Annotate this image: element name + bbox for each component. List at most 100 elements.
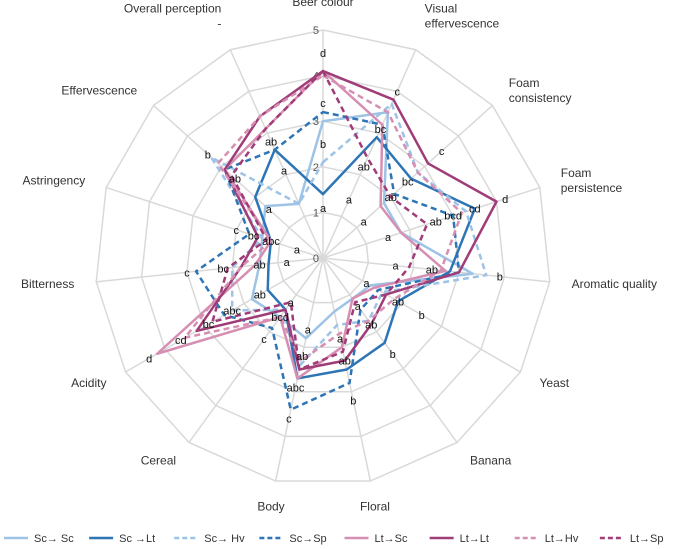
tick-label: 1 <box>313 207 319 219</box>
significance-letter: bc <box>248 230 260 242</box>
significance-letter: c <box>234 225 240 237</box>
tick-label: 5 <box>313 25 319 37</box>
legend: Sc→ Sc Sc →Lt Sc→ Hv Sc→Sp Lt→Sc Lt→Lt Lt→Hv Lt… <box>4 533 664 545</box>
axis-label-line: Yeast <box>540 376 570 390</box>
significance-letter: c <box>439 146 445 158</box>
significance-letter: b <box>419 310 425 322</box>
significance-letter: bc <box>217 263 229 275</box>
grid-spoke <box>322 104 493 259</box>
significance-letter: abc <box>287 382 305 394</box>
significance-letter: ab <box>229 174 241 186</box>
grid-spoke <box>105 186 324 259</box>
grid-ring <box>95 29 551 482</box>
axis-label-line: Floral <box>360 500 390 514</box>
axis-label: Cereal <box>141 453 176 467</box>
axis-label: Floral <box>360 500 390 514</box>
axis-label-line: Banana <box>470 453 512 467</box>
significance-letter: b <box>390 349 396 361</box>
significance-letter: a <box>305 324 312 336</box>
significance-letter: c <box>320 98 326 110</box>
grid-spoke <box>188 257 324 443</box>
series-line <box>211 69 429 371</box>
legend-label: Lt→Lt <box>460 533 489 545</box>
axis-label: Overall perception - <box>124 2 221 31</box>
series-line <box>195 69 498 371</box>
axis-label-line: persistence <box>561 181 623 195</box>
axis-label-line: Astringency <box>23 174 86 188</box>
significance-letter: abc <box>262 236 280 248</box>
significance-letter: ab <box>253 260 265 272</box>
axis-label: Aromatic quality <box>572 277 657 291</box>
grid-spoke <box>153 104 324 259</box>
tick-label: 3 <box>313 116 319 128</box>
axis-label: Bitterness <box>21 277 74 291</box>
axis-label-line: Aromatic quality <box>572 277 657 291</box>
significance-letter: c <box>394 86 400 98</box>
significance-letter: d <box>502 194 508 206</box>
axis-label: Banana <box>470 453 512 467</box>
significance-letter: ab <box>385 192 397 204</box>
axis-label-line: consistency <box>509 91 572 105</box>
axis-label: Visual effervescence <box>425 2 500 31</box>
grid-spoke <box>322 257 458 443</box>
significance-letter: c <box>286 414 292 426</box>
grid-spoke <box>322 257 521 373</box>
series-line <box>209 102 488 367</box>
axis-label-line: Body <box>257 500 284 514</box>
legend-label: Sc→ Sc <box>34 533 74 545</box>
axis-label-line: Visual <box>425 2 457 16</box>
significance-letter: ab <box>365 319 377 331</box>
significance-letter: a <box>363 278 370 290</box>
series-line <box>253 135 477 380</box>
significance-letter: abc <box>223 305 241 317</box>
series-line <box>183 74 464 362</box>
axis-label-line: Foam <box>561 166 592 180</box>
axis-label-line: Cereal <box>141 453 176 467</box>
legend-label: Lt→Hv <box>545 533 579 545</box>
axis-label: Acidity <box>71 376 106 390</box>
significance-letter: d <box>146 353 152 365</box>
tick-label: 0 <box>313 253 319 265</box>
axis-label-line: effervescence <box>425 17 500 31</box>
significance-letter: ab <box>430 216 442 228</box>
axis-label-line: Acidity <box>71 376 106 390</box>
significance-letter: ab <box>392 296 404 308</box>
significance-letter: c <box>261 334 267 346</box>
significance-letter: b <box>205 149 211 161</box>
grid-ring <box>140 74 506 438</box>
significance-letter: c <box>184 267 190 279</box>
significance-letter: ab <box>426 264 438 276</box>
significance-letter: a <box>361 216 368 228</box>
significance-letter: bcd <box>271 312 289 324</box>
significance-letter: a <box>355 301 362 313</box>
legend-label: Lt→Sc <box>375 533 409 545</box>
axis-label: Beer colour <box>292 0 353 9</box>
axis-label-line: - <box>217 17 221 31</box>
significance-letter: bc <box>203 319 215 331</box>
significance-letter: bcd <box>444 211 462 223</box>
legend-label: Sc→Sp <box>289 533 326 545</box>
axis-label-line: Foam <box>509 76 540 90</box>
significance-letter: cd <box>175 335 187 347</box>
significance-letter: d <box>320 48 326 60</box>
legend-label: Lt→Sp <box>630 533 664 545</box>
axis-label-line: Overall perception <box>124 2 221 16</box>
axis-label: Effervescence <box>61 84 137 98</box>
axis-label: Body <box>257 500 284 514</box>
significance-letter: cd <box>469 204 481 216</box>
tick-label: 2 <box>313 162 319 174</box>
significance-letter: bc <box>375 124 387 136</box>
significance-letter: a <box>284 257 291 269</box>
significance-letter: a <box>288 297 295 309</box>
axis-label-line: Effervescence <box>61 84 137 98</box>
axis-label: Astringency <box>23 174 86 188</box>
axis-label-line: Bitterness <box>21 277 74 291</box>
significance-letter: b <box>320 139 326 151</box>
legend-label: Sc→ Hv <box>204 533 245 545</box>
data-series <box>155 69 498 411</box>
significance-letter: a <box>320 203 327 215</box>
axis-label: Foam persistence <box>561 166 623 195</box>
significance-letter: a <box>385 232 392 244</box>
